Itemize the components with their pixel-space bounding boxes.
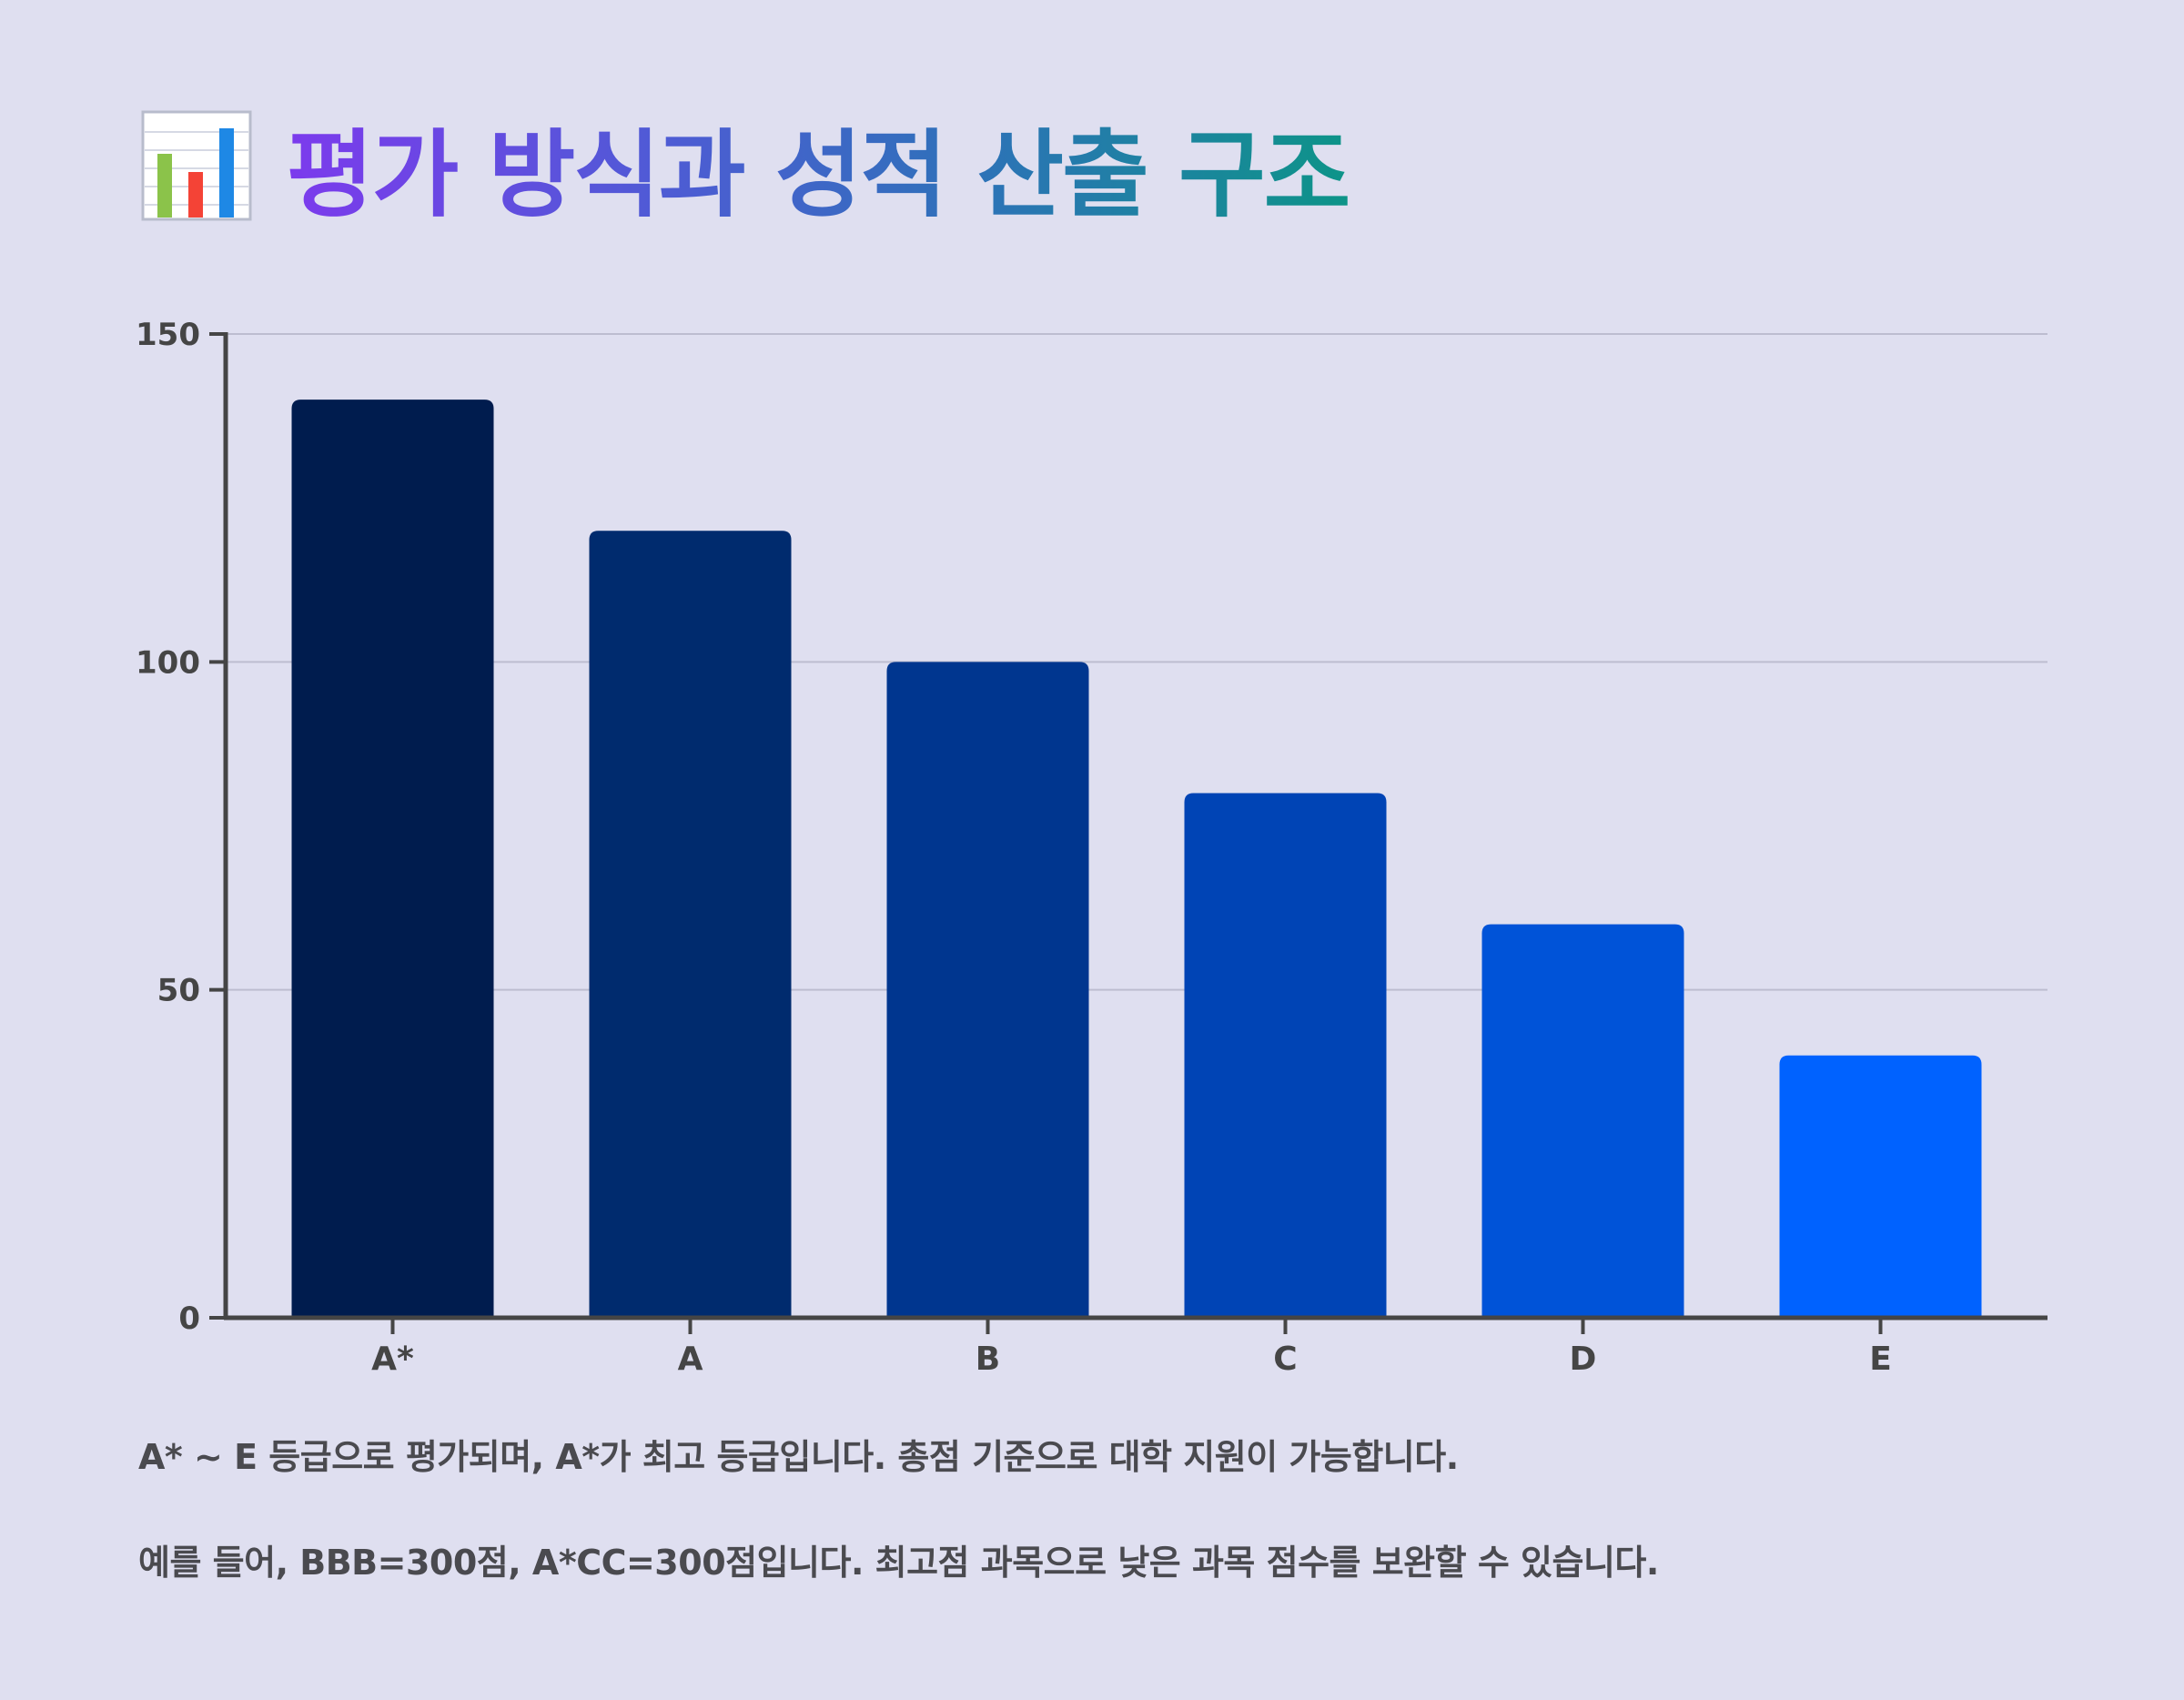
page-title: 평가 방식과 성적 산출 구조 bbox=[287, 97, 1350, 235]
y-tick-label: 50 bbox=[157, 973, 200, 1009]
y-tick-label: 100 bbox=[136, 644, 200, 681]
bar-chart: 0 50 100 150 A* A B C D E bbox=[136, 317, 2048, 1378]
bar-D bbox=[1481, 924, 1684, 1318]
x-tick-label: B bbox=[976, 1341, 1000, 1378]
bar-C bbox=[1184, 793, 1387, 1318]
x-tick-label: D bbox=[1570, 1341, 1597, 1378]
y-tick-label: 150 bbox=[136, 317, 200, 353]
x-tick-label: A bbox=[678, 1341, 703, 1378]
y-tick-label: 0 bbox=[178, 1300, 200, 1337]
axes bbox=[209, 332, 2048, 1334]
bar-A* bbox=[291, 400, 494, 1319]
x-tick-label: C bbox=[1273, 1341, 1297, 1378]
grid-lines bbox=[226, 333, 2048, 991]
description-text-2: 예를 들어, BBB=300점, A*CC=300점입니다. 최고점 과목으로 … bbox=[138, 1543, 1659, 1583]
bar-B bbox=[886, 662, 1089, 1318]
bar-E bbox=[1779, 1055, 1982, 1318]
bar-chart-icon bbox=[141, 110, 252, 221]
x-tick-label: E bbox=[1869, 1341, 1892, 1378]
title-row: 평가 방식과 성적 산출 구조 bbox=[141, 102, 1350, 230]
bar-A bbox=[589, 531, 792, 1318]
tick-labels: 0 50 100 150 A* A B C D E bbox=[136, 317, 1892, 1378]
description-text-1: A* ~ E 등급으로 평가되며, A*가 최고 등급입니다. 총점 기준으로 … bbox=[138, 1437, 1459, 1477]
x-tick-label: A* bbox=[371, 1341, 414, 1378]
bars bbox=[291, 400, 1982, 1319]
